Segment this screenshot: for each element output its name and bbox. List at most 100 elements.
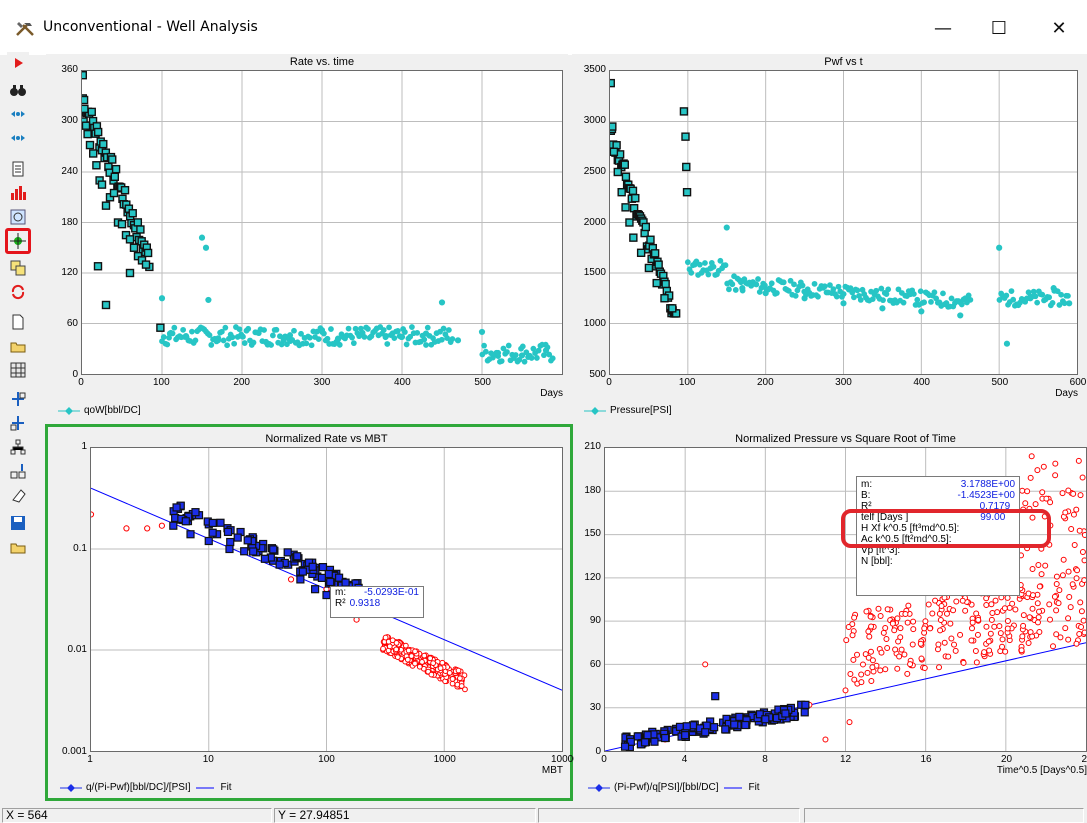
nrm-blue-point	[317, 573, 327, 583]
pressure-point	[1046, 294, 1053, 301]
npt-red-point	[1081, 557, 1086, 564]
npt-red-point	[917, 640, 924, 647]
save-button[interactable]	[7, 512, 29, 534]
rate-point	[541, 352, 547, 359]
npt-red-point	[896, 653, 903, 660]
rate-plot-area[interactable]	[81, 70, 563, 375]
binoculars-button[interactable]	[7, 79, 29, 101]
npt-red-point	[988, 601, 995, 608]
pressure-point	[792, 292, 799, 299]
y-tick-label: 2000	[583, 216, 606, 228]
p-pwf-svg	[610, 71, 1077, 374]
npt-red-point	[858, 671, 865, 678]
pwf-plot-area[interactable]	[609, 70, 1078, 375]
normalized-rate-panel[interactable]: Normalized Rate vs MBT 1 10 100 1000 10000 1 0.…	[45, 424, 579, 801]
pressure-point	[722, 262, 729, 269]
new-file-button[interactable]	[7, 311, 29, 333]
rate-point	[440, 325, 447, 332]
r2-value: 0.9318	[349, 598, 381, 609]
close-button[interactable]: ✕	[1051, 17, 1067, 39]
npt-red-point	[929, 610, 936, 617]
open-button[interactable]	[7, 536, 29, 558]
npt-r2-label: R²	[861, 501, 872, 512]
npt-red-point	[1038, 571, 1045, 578]
nrm-blue-point	[191, 508, 200, 517]
npt-red-point	[1057, 634, 1064, 641]
nrm-blue-point	[249, 547, 258, 556]
bar-chart-button[interactable]	[7, 182, 29, 204]
rate-vs-time-panel[interactable]: Rate vs. time 0 100 200 300 400 500 0 60 120 180 24…	[46, 54, 568, 424]
y-tick-label: 30	[589, 702, 601, 714]
y-tick-label: 60	[66, 318, 78, 330]
pressure-point	[696, 261, 703, 268]
refresh-button[interactable]	[7, 281, 29, 303]
rate-point	[222, 324, 229, 331]
bar-chart-icon	[11, 186, 26, 200]
eraser-button[interactable]	[7, 484, 29, 506]
pressure-point	[1061, 300, 1068, 307]
npt-red-point	[927, 625, 934, 632]
npt-red-point	[997, 630, 1004, 637]
rate-point	[250, 339, 257, 346]
npt-red-point	[968, 637, 975, 644]
rate-point	[380, 327, 387, 333]
nrm-plot-area[interactable]	[90, 447, 563, 752]
sqrt-time-info-box: m: 3.1788E+00 B: -1.4523E+00 R² 0.7179 telf…	[856, 476, 1020, 596]
telf-value: 99.00	[980, 512, 1006, 523]
pan-right-button[interactable]	[7, 127, 29, 149]
npt-red-point	[883, 636, 890, 643]
rate-point	[236, 326, 243, 333]
nrm-blue-point	[308, 562, 317, 571]
zoom-button[interactable]	[7, 206, 29, 228]
rate-point	[303, 340, 310, 347]
add-branch-button[interactable]	[7, 412, 29, 434]
npt-red-point	[884, 606, 891, 613]
rate-point	[158, 295, 166, 302]
legend-series-label: qoW[bbl/DC]	[84, 405, 141, 416]
npt-red-point	[1075, 457, 1082, 464]
pressure-point	[811, 280, 818, 287]
rate-point	[523, 349, 530, 356]
pressure-point	[918, 308, 925, 315]
pressure-point	[873, 287, 880, 294]
eraser-icon	[12, 489, 26, 503]
x-axis-label: Days	[1055, 388, 1078, 399]
tree-button[interactable]	[7, 436, 29, 458]
report-button[interactable]	[7, 158, 29, 180]
status-field-4	[804, 808, 1084, 823]
normalized-pressure-panel[interactable]: Normalized Pressure vs Square Root of Ti…	[574, 425, 1087, 800]
save-grid-button[interactable]	[7, 359, 29, 381]
npt-red-point	[904, 670, 911, 677]
run-button[interactable]	[7, 52, 29, 74]
tools-icon	[16, 22, 34, 36]
pwf-vs-t-panel[interactable]: Pwf vs t 0 100 200 300 400 500 600 500 1000 1500 20…	[572, 54, 1087, 424]
npt-red-point	[1077, 599, 1084, 606]
npt-blue-point	[710, 723, 719, 732]
merge-button[interactable]	[7, 460, 29, 482]
rate-point	[241, 340, 248, 346]
maximize-button[interactable]: ☐	[990, 17, 1008, 39]
rate-point	[504, 349, 510, 355]
x-tick-label: 20	[1000, 754, 1013, 765]
fit-line-button[interactable]	[5, 228, 31, 254]
npt-red-point	[1026, 614, 1033, 621]
open-folder-button[interactable]	[7, 335, 29, 357]
npt-red-point	[1081, 577, 1086, 584]
telf-highlight	[841, 509, 1051, 548]
rate-point	[99, 139, 108, 149]
npt-m-label: m:	[861, 479, 873, 490]
nrm-red-point	[421, 652, 428, 659]
copy-plot-button[interactable]	[7, 257, 29, 279]
npt-red-point	[1012, 606, 1019, 613]
nrm-red-point	[382, 634, 389, 641]
p-rate-svg	[82, 71, 562, 374]
npt-red-point	[822, 736, 829, 743]
npt-plot-area[interactable]	[604, 447, 1087, 752]
rate-point	[289, 337, 296, 343]
npt-red-point	[951, 641, 958, 648]
add-node-button[interactable]	[7, 388, 29, 410]
pan-left-button[interactable]	[7, 103, 29, 125]
pressure-point	[668, 304, 677, 313]
rate-point	[171, 324, 178, 331]
minimize-button[interactable]: —	[934, 17, 952, 39]
